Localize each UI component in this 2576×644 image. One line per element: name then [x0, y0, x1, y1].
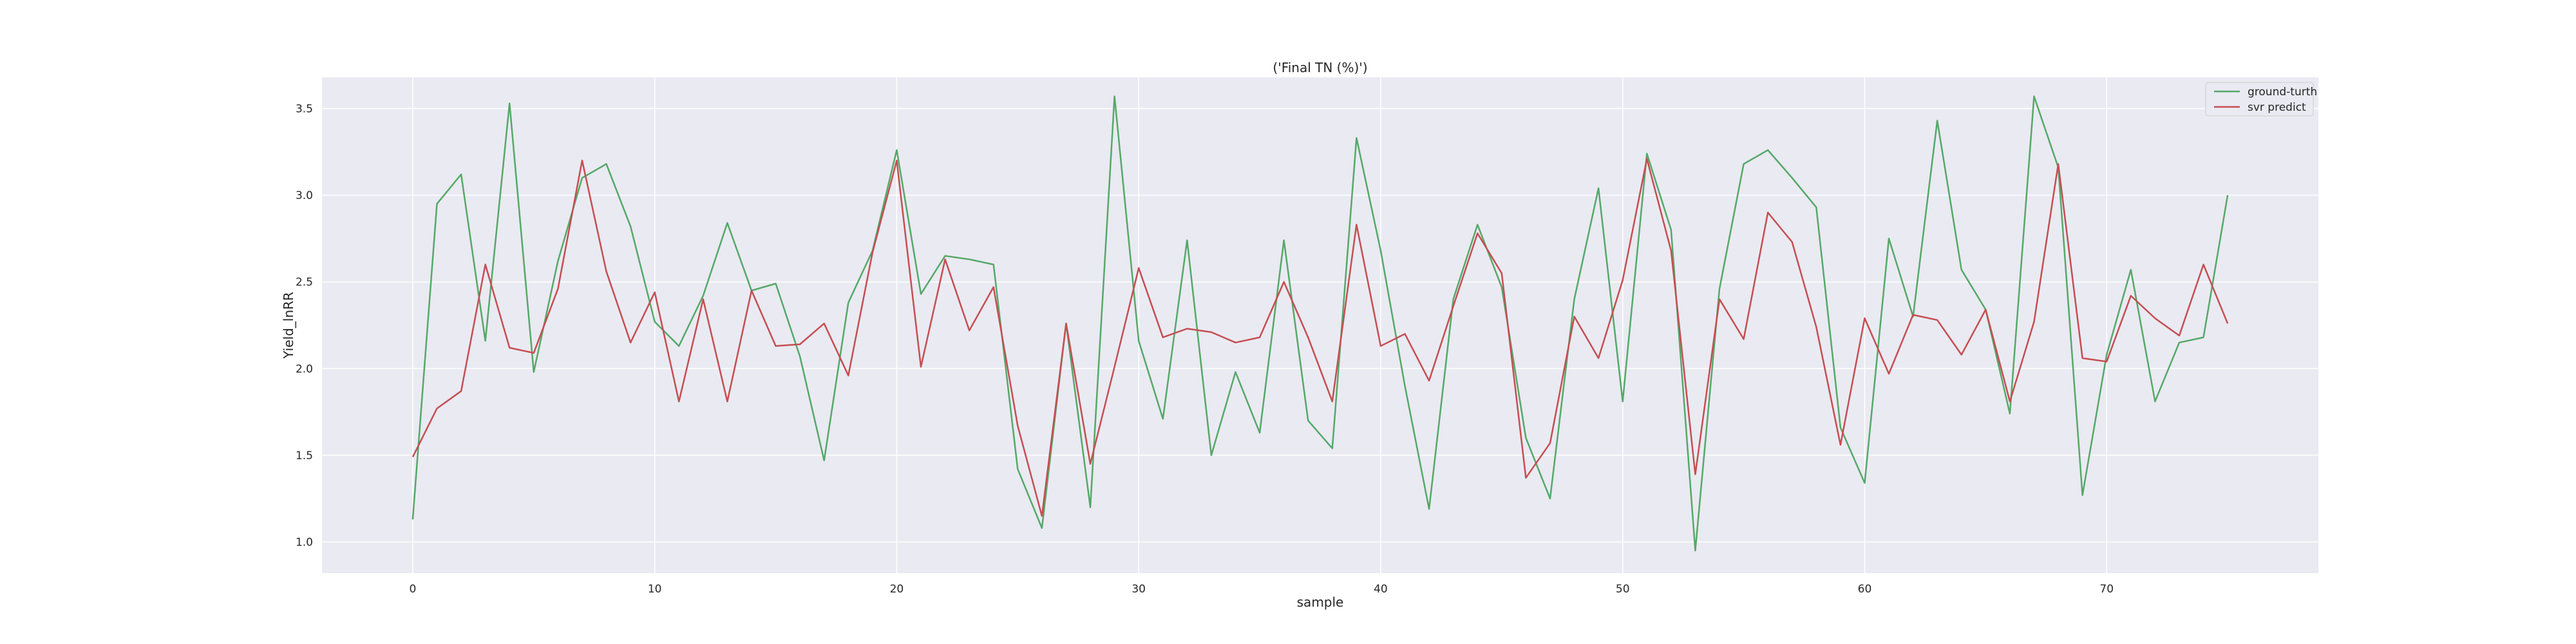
x-tick-label: 70 — [2099, 583, 2114, 596]
grid-lines — [322, 77, 2318, 573]
series-line-ground-turth — [412, 95, 2229, 552]
plot-background — [322, 77, 2318, 573]
y-tick-label: 3.0 — [296, 189, 313, 202]
x-tick-label: 20 — [890, 583, 904, 596]
legend: ground-turth svr predict — [2205, 82, 2317, 117]
legend-label-svr-predict: svr predict — [2248, 101, 2306, 114]
x-tick-label: 50 — [1616, 583, 1630, 596]
y-tick-label: 1.5 — [296, 450, 313, 462]
y-tick-label: 3.5 — [296, 102, 313, 115]
x-tick-labels: 0 10 20 30 40 50 60 70 — [409, 583, 2114, 596]
series-line-svr-predict — [412, 158, 2229, 517]
x-tick-label: 30 — [1132, 583, 1146, 596]
y-tick-labels: 1.0 1.5 2.0 2.5 3.0 3.5 — [296, 102, 313, 549]
x-tick-label: 10 — [648, 583, 662, 596]
x-tick-label: 0 — [409, 583, 416, 596]
chart-title: ('Final TN (%)') — [1273, 60, 1367, 75]
y-tick-label: 2.0 — [296, 363, 313, 375]
x-tick-label: 60 — [1858, 583, 1872, 596]
series-lines — [412, 95, 2229, 552]
y-tick-label: 1.0 — [296, 536, 313, 549]
x-tick-label: 40 — [1374, 583, 1388, 596]
y-tick-label: 2.5 — [296, 276, 313, 289]
y-axis-label: Yield_lnRR — [281, 292, 296, 359]
x-axis-label: sample — [1297, 594, 1344, 610]
legend-label-ground-turth: ground-turth — [2248, 86, 2317, 99]
